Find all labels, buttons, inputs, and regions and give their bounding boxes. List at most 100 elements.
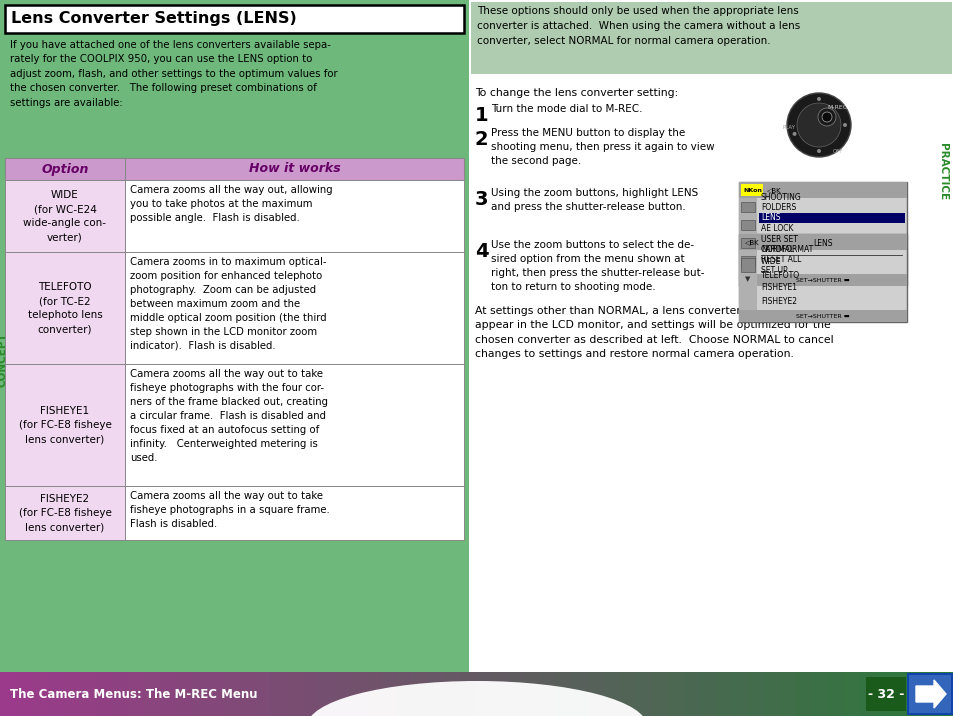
Bar [125,364,463,486]
Bar [5,5,463,33]
Bar [779,672,795,716]
Circle shape [842,123,846,127]
Circle shape [786,93,850,157]
Bar [699,672,716,716]
Bar [127,672,144,716]
Bar [794,672,811,716]
Bar [445,672,461,716]
Bar [334,672,351,716]
Bar [0,0,469,672]
Text: Camera zooms all the way out, allowing
you to take photos at the maximum
possibl: Camera zooms all the way out, allowing y… [130,185,333,223]
Text: LENS: LENS [760,213,780,223]
Bar [429,672,446,716]
Bar [381,672,398,716]
Bar [740,238,754,248]
Text: ◁BK: ◁BK [766,187,781,193]
Bar [270,672,287,716]
Circle shape [792,132,796,136]
Bar [286,672,303,716]
Bar [143,672,160,716]
Text: To change the lens converter setting:: To change the lens converter setting: [475,88,678,98]
Text: RESET ALL: RESET ALL [760,256,801,264]
Text: PRACTICE: PRACTICE [937,143,947,200]
Text: SHOOTING: SHOOTING [760,193,801,201]
Text: Turn the mode dial to M-REC.: Turn the mode dial to M-REC. [491,104,641,114]
Text: 3: 3 [475,190,488,209]
Text: WIDE: WIDE [760,258,781,266]
Text: 2: 2 [475,130,488,149]
Bar [5,364,125,486]
Text: FISHEYE1: FISHEYE1 [760,284,796,293]
Text: Camera zooms all the way out to take
fisheye photographs in a square frame.
Flas: Camera zooms all the way out to take fis… [130,491,330,529]
Circle shape [817,108,835,126]
Text: Lens Converter Settings (LENS): Lens Converter Settings (LENS) [11,11,296,26]
Bar [524,672,541,716]
Text: Option: Option [41,163,89,175]
Bar [0,672,17,716]
Text: FISHEYE2
(for FC-E8 fisheye
lens converter): FISHEYE2 (for FC-E8 fisheye lens convert… [18,494,112,532]
Bar [317,672,335,716]
Circle shape [796,103,841,147]
Bar [125,252,463,364]
Bar [740,256,754,266]
Text: WIDE
(for WC-E24
wide-angle con-
verter): WIDE (for WC-E24 wide-angle con- verter) [24,190,107,242]
Text: OFF: OFF [832,149,842,154]
Bar [746,672,763,716]
Text: NKon: NKon [742,188,761,193]
Bar [302,672,318,716]
Bar [731,672,747,716]
Text: CONCEPT: CONCEPT [0,333,8,387]
Bar [556,672,573,716]
Bar [889,672,906,716]
Text: At settings other than NORMAL, a lens converter icon (▬) will
appear in the LCD : At settings other than NORMAL, a lens co… [475,306,833,359]
Bar [874,672,890,716]
Text: SET→SHUTTER ▬: SET→SHUTTER ▬ [796,278,849,283]
Bar [651,672,668,716]
Bar [905,672,923,716]
Text: How it works: How it works [249,163,340,175]
Text: USER SET: USER SET [760,235,797,243]
Text: Camera zooms all the way out to take
fisheye photographs with the four cor-
ners: Camera zooms all the way out to take fis… [130,369,328,463]
Circle shape [816,149,821,153]
Bar [739,234,906,250]
Bar [5,486,125,540]
Bar [636,672,652,716]
Bar [739,182,906,286]
Text: SET→SHUTTER ▬: SET→SHUTTER ▬ [796,314,849,319]
Text: These options should only be used when the appropriate lens
converter is attache: These options should only be used when t… [476,6,800,46]
Bar [493,672,509,716]
Bar [207,672,223,716]
Bar [572,672,589,716]
Text: Use the zoom buttons to select the de-
sired option from the menu shown at
right: Use the zoom buttons to select the de- s… [491,240,703,292]
Text: Press the MENU button to display the
shooting menu, then press it again to view
: Press the MENU button to display the sho… [491,128,714,166]
Bar [810,672,827,716]
Text: The Camera Menus: The M-REC Menu: The Camera Menus: The M-REC Menu [10,687,257,700]
Bar [476,672,494,716]
Bar [762,672,780,716]
Bar [64,672,80,716]
Text: TELEFOTO: TELEFOTO [760,271,800,279]
Bar [739,250,757,322]
Bar [858,672,875,716]
Bar [5,180,125,252]
Text: ◁BK: ◁BK [744,239,759,245]
Bar [112,672,128,716]
Text: NORMAL: NORMAL [760,244,793,253]
Text: FOLDERS: FOLDERS [760,203,796,212]
Bar [471,2,951,74]
Bar [922,672,938,716]
Bar [174,672,192,716]
Text: LENS: LENS [812,239,832,248]
Bar [254,672,271,716]
Bar [5,158,463,180]
Bar [588,672,604,716]
Bar [95,672,112,716]
Circle shape [821,112,831,122]
Bar [191,672,208,716]
Bar [740,258,754,272]
Bar [739,198,757,286]
Bar [31,672,49,716]
Bar [125,180,463,252]
Bar [739,234,906,322]
Bar [159,672,175,716]
